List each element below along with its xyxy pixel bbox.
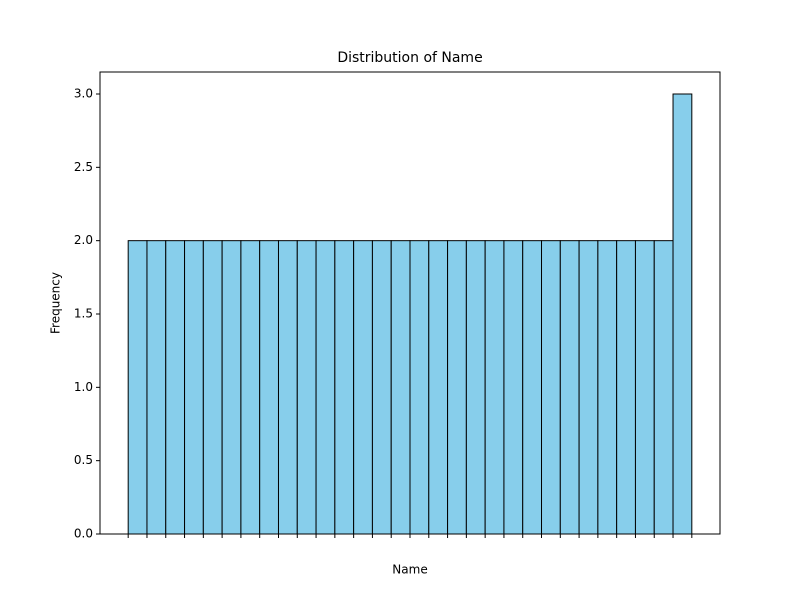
bar bbox=[127, 240, 148, 535]
y-tick-label: 0.0 bbox=[74, 527, 93, 541]
bar bbox=[371, 240, 392, 535]
bar bbox=[578, 240, 599, 535]
bar bbox=[390, 240, 411, 535]
y-tick-label: 1.5 bbox=[74, 307, 93, 321]
bar bbox=[146, 240, 167, 535]
y-tick-label: 2.5 bbox=[74, 160, 93, 174]
bar bbox=[447, 240, 467, 535]
bar bbox=[259, 240, 279, 535]
bar bbox=[221, 240, 242, 535]
bar bbox=[334, 240, 355, 535]
y-axis-label: Frequency bbox=[49, 272, 63, 334]
bar bbox=[616, 240, 636, 535]
bar bbox=[240, 240, 261, 535]
bar bbox=[465, 240, 486, 535]
plot-frame bbox=[99, 71, 721, 535]
y-tick-label: 2.0 bbox=[74, 233, 93, 247]
bar bbox=[165, 240, 186, 535]
y-tick-label: 3.0 bbox=[74, 87, 93, 101]
bar bbox=[409, 240, 430, 535]
bar bbox=[296, 240, 317, 535]
bar bbox=[653, 240, 674, 535]
bar bbox=[184, 240, 204, 535]
bar bbox=[202, 240, 223, 535]
bar bbox=[353, 240, 373, 535]
bar bbox=[672, 93, 693, 535]
x-axis-label: Name bbox=[392, 563, 427, 577]
bar bbox=[522, 240, 543, 535]
bar bbox=[315, 240, 336, 535]
bar bbox=[559, 240, 580, 535]
bar bbox=[277, 240, 298, 535]
y-tick-label: 1.0 bbox=[74, 380, 93, 394]
bar bbox=[597, 240, 618, 535]
bar bbox=[634, 240, 655, 535]
chart-title: Distribution of Name bbox=[337, 50, 482, 66]
bar bbox=[428, 240, 449, 535]
bar bbox=[541, 240, 561, 535]
bar bbox=[484, 240, 505, 535]
bar bbox=[503, 240, 524, 535]
y-tick-label: 0.5 bbox=[74, 453, 93, 467]
